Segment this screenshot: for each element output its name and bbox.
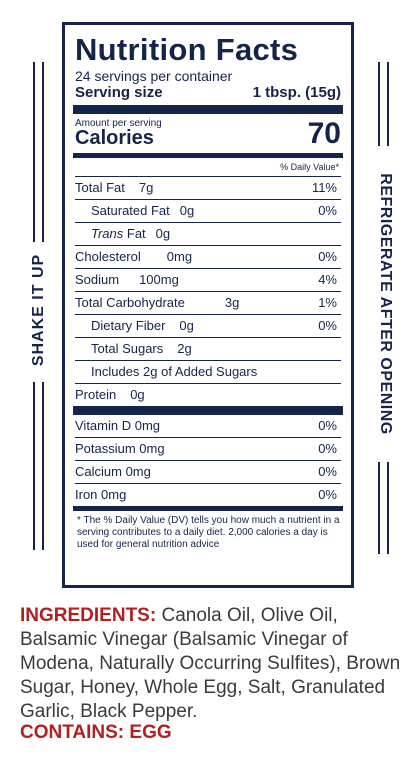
nutrient-row: Saturated Fat 0g 0% [75, 199, 341, 222]
vitamin-row: Iron 0mg 0% [75, 483, 341, 506]
nutrient-amount: 0g [179, 318, 194, 333]
calories-row: Calories 70 [75, 119, 341, 150]
amount-per-serving: Amount per serving [75, 118, 162, 129]
nutrient-pct [337, 338, 341, 360]
nutrient-amount: 7g [138, 180, 154, 195]
nutrition-facts-label: Nutrition Facts 24 servings per containe… [62, 22, 354, 588]
nutrient-pct: 0% [318, 203, 337, 218]
vitamin-row: Potassium 0mg 0% [75, 437, 341, 460]
daily-value-header: % Daily Value* [280, 162, 339, 172]
nutrient-label: Includes 2g of Added Sugars [91, 364, 258, 379]
nutrient-amount: 100mg [139, 272, 179, 287]
nutrient-pct [337, 384, 341, 406]
nutrient-label: Total Fat [75, 180, 125, 195]
vitamin-pct: 0% [318, 464, 337, 479]
nutrient-amount: 3g [224, 295, 240, 310]
nutrient-pct: 1% [318, 295, 337, 310]
vitamin-label: Potassium 0mg [75, 441, 165, 456]
ingredients-heading: INGREDIENTS: [20, 605, 157, 626]
right-rule-lower [378, 462, 380, 554]
left-rule-upper [33, 62, 35, 242]
vitamin-row: Calcium 0mg 0% [75, 460, 341, 483]
nutrient-amount: 2g [177, 341, 192, 356]
nutrient-row: Total Fat 7g 11% [75, 176, 341, 199]
nutrient-pct: 0% [318, 249, 337, 264]
shake-it-up-text: SHAKE IT UP [30, 253, 47, 367]
nutrient-label: Cholesterol [75, 249, 141, 264]
left-rule-lower [33, 382, 35, 550]
thick-divider [73, 406, 343, 415]
nutrient-row: Includes 2g of Added Sugars [75, 360, 341, 383]
serving-size-label: Serving size [75, 84, 163, 101]
refrigerate-text: REFRIGERATE AFTER OPENING [377, 173, 394, 435]
vitamin-row: Vitamin D 0mg 0% [75, 415, 341, 437]
nutrient-amount: 0g [130, 387, 145, 402]
calories-label: Calories [75, 127, 154, 149]
vitamin-pct: 0% [318, 441, 337, 456]
vitamin-label: Iron 0mg [75, 487, 127, 502]
label-title: Nutrition Facts [75, 32, 299, 67]
nutrient-row: Trans Fat 0g [75, 222, 341, 245]
nutrient-amount: 0g [155, 226, 171, 241]
nutrient-row: Cholesterol 0mg 0% [75, 245, 341, 268]
vitamin-label: Vitamin D 0mg [75, 418, 161, 433]
nutrient-amount: 0mg [166, 249, 193, 264]
nutrient-pct: 0% [318, 318, 337, 333]
calories-value: 70 [307, 117, 341, 150]
serving-size-row: Serving size 1 tbsp. (15g) [75, 84, 341, 101]
daily-value-footnote: * The % Daily Value (DV) tells you how m… [77, 515, 340, 550]
thick-divider [73, 105, 343, 114]
nutrient-label-italic: Trans [91, 226, 124, 241]
nutrient-row: Protein 0g [75, 383, 341, 406]
serving-size-value: 1 tbsp. (15g) [252, 84, 341, 101]
servings-per-container: 24 servings per container [75, 68, 233, 84]
nutrient-label: Protein [75, 387, 117, 402]
ingredients-statement: INGREDIENTS: Canola Oil, Olive Oil, Bals… [20, 604, 410, 724]
nutrient-row: Dietary Fiber 0g 0% [75, 314, 341, 337]
vitamin-label: Calcium 0mg [75, 464, 151, 479]
vitamin-pct: 0% [318, 487, 337, 502]
nutrient-amount: 0g [179, 203, 195, 218]
medium-divider [73, 506, 343, 511]
nutrient-pct: 11% [311, 180, 337, 195]
nutrient-pct [337, 361, 341, 383]
allergen-statement: CONTAINS: EGG [20, 722, 172, 743]
nutrient-label: Dietary Fiber [91, 318, 166, 333]
nutrient-label: Sodium [75, 272, 120, 287]
left-rule-lower-2 [42, 382, 44, 550]
nutrient-row: Sodium 100mg 4% [75, 268, 341, 291]
nutrient-label: Total Carbohydrate [75, 295, 185, 310]
ingredients-text: Canola Oil, Olive Oil, Balsamic Vinegar … [20, 605, 401, 722]
right-rule-upper-2 [387, 62, 389, 146]
nutrient-label: Fat [123, 226, 146, 241]
nutrient-row: Total Carbohydrate 3g 1% [75, 291, 341, 314]
left-rule-upper-2 [42, 62, 44, 242]
nutrient-pct [337, 223, 341, 245]
vitamin-pct: 0% [318, 418, 337, 433]
nutrient-label: Total Sugars [91, 341, 164, 356]
nutrient-row: Total Sugars 2g [75, 337, 341, 360]
nutrient-pct: 4% [318, 272, 337, 287]
right-rule-lower-2 [387, 462, 389, 554]
nutrient-label: Saturated Fat [91, 203, 170, 218]
right-rule-upper [378, 62, 380, 146]
medium-divider [73, 153, 343, 158]
